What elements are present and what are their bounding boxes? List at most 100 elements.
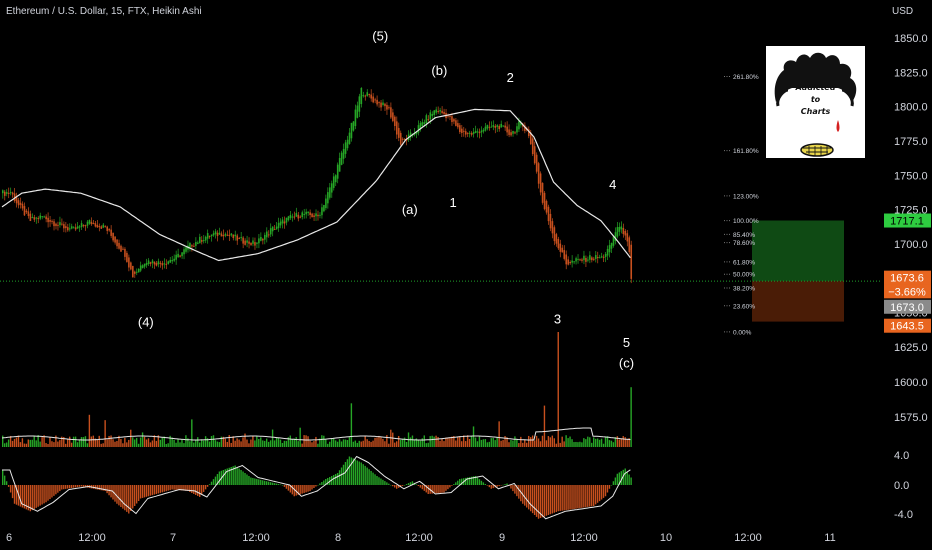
price-tag-text: 1673.6 (890, 273, 924, 285)
volume-bar (202, 440, 205, 447)
candle-body (139, 265, 142, 271)
candle-body (447, 115, 449, 117)
candle-body (561, 247, 564, 253)
time-axis[interactable]: 6 12:00 7 12:00 8 12:00 9 12:00 10 12:00 11 (6, 532, 836, 544)
volume-bar (539, 441, 542, 447)
histogram-bar (273, 483, 276, 485)
histogram-bar (427, 485, 429, 494)
candle-body (82, 225, 85, 227)
fib-level-label: 23.60% (733, 303, 755, 310)
logo-line-3: Charts (800, 107, 831, 116)
volume-bar (626, 439, 628, 447)
candle-body (264, 234, 266, 240)
volume-bar (518, 443, 520, 447)
histogram-bar (378, 477, 380, 485)
volume-bar (565, 435, 567, 447)
volume-bar (23, 443, 26, 447)
volume-bar (484, 439, 487, 447)
volume-bar (413, 439, 416, 447)
candle-body (222, 235, 225, 237)
candle-body (488, 126, 491, 128)
volume-bar (583, 438, 585, 447)
candle-body (512, 130, 514, 134)
volume-bar (549, 437, 552, 447)
x-tick-label: 11 (824, 532, 835, 544)
volume-bar (118, 435, 120, 447)
histogram-bar (181, 485, 183, 491)
fib-level-label: 85.40% (733, 232, 755, 239)
candle-body (234, 234, 237, 237)
candle-body (547, 206, 550, 222)
histogram-bar (191, 485, 193, 493)
volume-bar (336, 441, 339, 447)
histogram-bar (628, 474, 630, 485)
histogram-bar (236, 467, 238, 485)
histogram-bar (173, 485, 175, 490)
volume-bar (364, 436, 366, 447)
candle-body (199, 236, 201, 244)
candle-body (254, 242, 256, 246)
histogram-bar (336, 473, 339, 485)
candle-body (549, 213, 552, 229)
histogram-bar (476, 477, 479, 485)
volume-bar (415, 438, 418, 447)
histogram-bar (204, 485, 207, 490)
candle-body (147, 260, 150, 265)
candle-body (197, 242, 199, 244)
volume-bar (571, 439, 573, 447)
volume-bar (581, 442, 583, 447)
volume-bar (462, 435, 465, 447)
histogram-bar (206, 485, 209, 487)
histogram-bar (321, 482, 323, 485)
histogram-bar (630, 477, 632, 485)
wave-label: (4) (138, 314, 154, 329)
volume-bar (289, 435, 292, 447)
histogram-bar (557, 485, 559, 512)
volume-bar (175, 442, 177, 447)
oscillator-tick-label: 4.0 (894, 450, 909, 462)
candle-body (106, 226, 109, 231)
histogram-bar (285, 485, 288, 489)
histogram-bar (612, 481, 615, 485)
wave-label: 3 (554, 312, 561, 327)
histogram-bar (195, 485, 197, 495)
wave-label: (5) (372, 29, 388, 44)
candle-body (68, 228, 71, 230)
histogram-bar (506, 483, 508, 485)
histogram-bar (248, 476, 250, 485)
candle-body (498, 126, 501, 130)
histogram-bar (352, 458, 355, 485)
candle-body (53, 221, 55, 227)
histogram-bar (7, 485, 10, 487)
volume-bar (228, 435, 230, 447)
volume-bar (285, 440, 288, 447)
candle-body (443, 111, 445, 115)
fib-level-label: 161.80% (733, 148, 759, 155)
candle-body (179, 255, 181, 257)
histogram-bar (244, 473, 246, 485)
histogram-bar (202, 485, 205, 492)
volume-bar (579, 441, 581, 447)
volume-bar (267, 441, 270, 447)
candle-body (122, 248, 124, 250)
candle-body (437, 111, 439, 113)
histogram-bar (275, 483, 278, 485)
candle-body (309, 212, 311, 216)
histogram-bar (3, 475, 6, 485)
candle-body (21, 203, 24, 209)
volume-bar (350, 403, 353, 447)
candle-body (208, 235, 211, 237)
candle-body (441, 110, 443, 113)
volume-bar (480, 439, 483, 447)
volume-bar (185, 435, 187, 447)
volume-bar (273, 440, 276, 447)
candle-body (130, 262, 132, 270)
price-tag-text: 1717.1 (890, 216, 924, 228)
volume-bar (573, 442, 575, 447)
candle-body (591, 257, 593, 261)
candle-body (382, 102, 384, 105)
volume-bar (441, 438, 443, 447)
volume-bar (171, 437, 173, 447)
histogram-bar (334, 474, 337, 485)
